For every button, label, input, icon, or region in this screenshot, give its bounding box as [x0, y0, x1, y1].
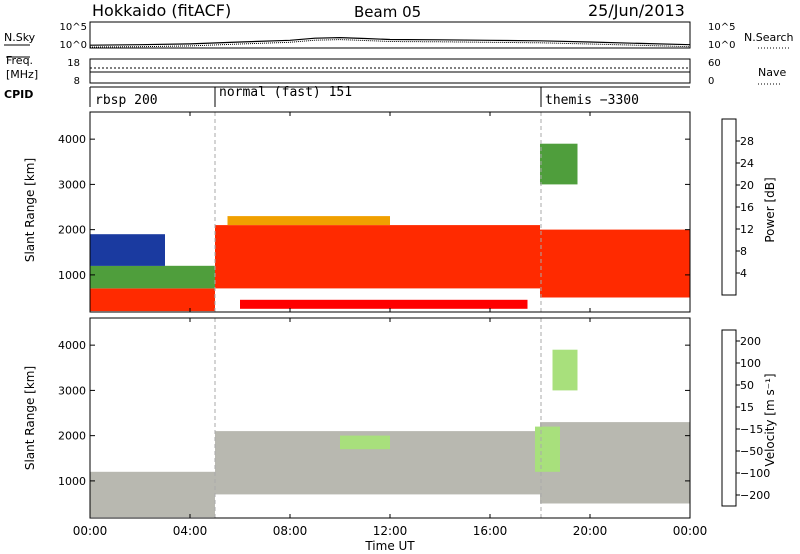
colorbar-tick-label: −15 — [740, 423, 763, 436]
heatmap-region — [540, 229, 690, 298]
colorbar-tick-label: 24 — [740, 157, 754, 170]
freq-unit-label: [MHz] — [6, 68, 38, 81]
colorbar-tick-label: 100 — [740, 357, 761, 370]
nave-ytick-bottom: 0 — [708, 76, 714, 87]
cpid-segment-label: normal (fast) 151 — [219, 85, 352, 100]
xtick-label: 00:00 — [673, 524, 708, 538]
station-title: Hokkaido (fitACF) — [92, 1, 231, 20]
colorbar-tick-label: 16 — [740, 201, 754, 214]
noise-ytick-top: 10^5 — [60, 22, 87, 33]
velocity-ylabel: Slant Range [km] — [23, 366, 37, 470]
velocity-panel: 1000 2000 3000 4000 Slant Range [km] — [23, 317, 691, 519]
velocity-colorbar-ticks: 200 100 50 15 −15 −50 −100 −200 — [736, 335, 770, 502]
freq-ytick-top: 18 — [67, 58, 80, 69]
power-ylabel: Slant Range [km] — [23, 158, 37, 262]
time-axis-label: Time UT — [364, 539, 415, 553]
heatmap-region — [90, 471, 215, 517]
noise-ytick-right-bottom: 10^0 — [708, 40, 735, 51]
power-panel: 1000 2000 3000 4000 Slant Range [km] — [23, 111, 691, 313]
noise-ytick-right-top: 10^5 — [708, 22, 735, 33]
xtick-label: 00:00 — [73, 524, 108, 538]
heatmap-region — [540, 143, 578, 185]
colorbar-tick-label: 8 — [740, 245, 747, 258]
beam-title: Beam 05 — [354, 3, 421, 21]
power-colorbar: 4 8 12 16 20 24 28 Power [dB] — [721, 118, 777, 296]
heatmap-region — [215, 225, 540, 289]
power-yticks: 1000 2000 3000 4000 — [58, 133, 690, 282]
ytick-label: 1000 — [58, 269, 86, 282]
power-heatmap — [90, 143, 690, 312]
colorbar-tick-label: 50 — [740, 379, 754, 392]
nave-label: Nave — [758, 66, 786, 79]
freq-ytick-bottom: 8 — [74, 76, 80, 87]
ytick-label: 1000 — [58, 475, 86, 488]
power-colorbar-label: Power [dB] — [763, 177, 777, 242]
colorbar-tick-label: −100 — [740, 467, 770, 480]
colorbar-tick-label: 15 — [740, 401, 754, 414]
nave-ytick-top: 60 — [708, 58, 721, 69]
ytick-label: 4000 — [58, 133, 86, 146]
power-colorbar-frame — [721, 118, 737, 296]
colorbar-tick-label: 4 — [740, 267, 747, 280]
heatmap-region — [340, 435, 390, 450]
nsearch-label: N.Search — [744, 31, 794, 44]
heatmap-region — [90, 265, 215, 289]
heatmap-region — [535, 426, 560, 472]
heatmap-region — [90, 288, 215, 312]
colorbar-tick-label: 200 — [740, 335, 761, 348]
ytick-label: 2000 — [58, 430, 86, 443]
xtick-label: 16:00 — [473, 524, 508, 538]
freq-label: Freq. — [6, 54, 33, 67]
power-colorbar-ticks: 4 8 12 16 20 24 28 — [736, 135, 754, 280]
colorbar-tick-label: 28 — [740, 135, 754, 148]
colorbar-tick-label: −50 — [740, 445, 763, 458]
velocity-colorbar-frame — [721, 329, 737, 507]
heatmap-region — [90, 234, 165, 266]
ytick-label: 4000 — [58, 339, 86, 352]
heatmap-region — [227, 216, 390, 226]
ytick-label: 3000 — [58, 384, 86, 397]
velocity-colorbar: 200 100 50 15 −15 −50 −100 −200 Velocity [m s⁻¹… — [721, 329, 777, 507]
xtick-label: 12:00 — [373, 524, 408, 538]
xtick-label: 20:00 — [573, 524, 608, 538]
xtick-label: 08:00 — [273, 524, 308, 538]
cpid-segment-label: themis −3300 — [545, 93, 639, 108]
freq-panel-frame — [89, 58, 691, 84]
ytick-label: 2000 — [58, 224, 86, 237]
time-axis: 00:00 04:00 08:00 12:00 16:00 20:00 00:00 — [73, 112, 708, 538]
colorbar-tick-label: −200 — [740, 489, 770, 502]
velocity-heatmap — [90, 349, 690, 517]
freq-panel: 18 8 60 0 — [67, 58, 720, 87]
heatmap-region — [540, 422, 690, 504]
velocity-yticks: 1000 2000 3000 4000 — [58, 339, 690, 488]
date-title: 25/Jun/2013 — [588, 1, 685, 20]
heatmap-region — [240, 299, 528, 309]
noise-ytick-bottom: 10^0 — [60, 40, 87, 51]
cpid-bar: rbsp 200 normal (fast) 151 themis −3300 — [89, 85, 690, 108]
colorbar-tick-label: 20 — [740, 179, 754, 192]
noise-line — [89, 36, 691, 46]
xtick-label: 04:00 — [173, 524, 208, 538]
noise-panel-frame — [89, 21, 691, 49]
colorbar-tick-label: 12 — [740, 223, 754, 236]
heatmap-region — [552, 349, 578, 391]
cpid-segment-label: rbsp 200 — [95, 93, 158, 108]
ytick-label: 3000 — [58, 178, 86, 191]
velocity-colorbar-label: Velocity [m s⁻¹] — [763, 373, 777, 466]
cpid-label: CPID — [4, 88, 33, 101]
nsky-label: N.Sky — [4, 31, 36, 44]
noise-panel: 10^5 10^0 10^5 10^0 — [60, 21, 735, 51]
noise-search-line — [89, 39, 691, 48]
